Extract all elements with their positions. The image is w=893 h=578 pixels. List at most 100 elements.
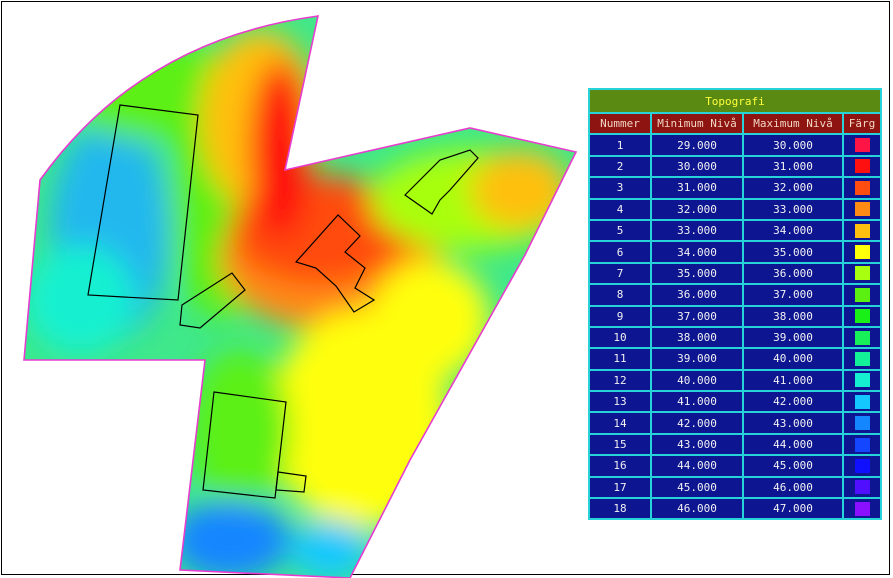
color-swatch [854, 223, 870, 238]
cell-farg [842, 432, 882, 457]
table-row: 10 38.000 39.000 [588, 325, 882, 350]
cell-nummer: 15 [588, 432, 652, 457]
cell-nummer: 10 [588, 325, 652, 350]
cell-min: 36.000 [650, 283, 744, 307]
color-swatch [854, 437, 870, 452]
cell-min: 32.000 [650, 197, 744, 221]
table-row: 11 39.000 40.000 [588, 347, 882, 371]
cell-nummer: 7 [588, 261, 652, 286]
cell-min: 39.000 [650, 347, 744, 371]
cell-nummer: 14 [588, 411, 652, 435]
cell-nummer: 12 [588, 368, 652, 393]
cell-min: 29.000 [650, 133, 744, 157]
table-row: 1 29.000 30.000 [588, 133, 882, 157]
cell-min: 46.000 [650, 497, 744, 521]
cell-min: 33.000 [650, 218, 744, 243]
legend-rows: 1 29.000 30.000 2 30.000 31.000 3 31.000 32.000 4… [588, 133, 882, 521]
cell-min: 45.000 [650, 475, 744, 500]
table-row: 17 45.000 46.000 [588, 475, 882, 500]
cell-nummer: 4 [588, 197, 652, 221]
cell-max: 38.000 [742, 304, 844, 328]
color-swatch [854, 458, 870, 473]
cell-max: 39.000 [742, 325, 844, 350]
topography-legend: Topografi Nummer Minimum Nivå Maximum Ni… [588, 88, 882, 521]
cell-farg [842, 368, 882, 393]
cell-nummer: 17 [588, 475, 652, 500]
table-row: 3 31.000 32.000 [588, 176, 882, 200]
cell-min: 42.000 [650, 411, 744, 435]
cell-min: 38.000 [650, 325, 744, 350]
cell-farg [842, 454, 882, 478]
cell-max: 47.000 [742, 497, 844, 521]
cell-max: 37.000 [742, 283, 844, 307]
cell-max: 44.000 [742, 432, 844, 457]
color-swatch [854, 373, 870, 388]
table-row: 14 42.000 43.000 [588, 411, 882, 435]
table-row: 8 36.000 37.000 [588, 283, 882, 307]
building-northeast [404, 149, 479, 215]
cell-farg [842, 240, 882, 264]
table-row: 7 35.000 36.000 [588, 261, 882, 286]
cell-farg [842, 218, 882, 243]
cell-max: 42.000 [742, 390, 844, 414]
cell-nummer: 6 [588, 240, 652, 264]
building-annex [275, 471, 307, 493]
color-swatch [854, 159, 870, 174]
cell-nummer: 8 [588, 283, 652, 307]
cell-farg [842, 176, 882, 200]
building-main [294, 214, 376, 313]
building-outlines [87, 104, 479, 499]
cell-max: 35.000 [742, 240, 844, 264]
cell-nummer: 13 [588, 390, 652, 414]
cell-farg [842, 411, 882, 435]
color-swatch [854, 266, 870, 281]
cell-max: 32.000 [742, 176, 844, 200]
cell-nummer: 18 [588, 497, 652, 521]
table-row: 4 32.000 33.000 [588, 197, 882, 221]
column-header-max: Maximum Nivå [742, 111, 844, 136]
cell-nummer: 9 [588, 304, 652, 328]
cell-max: 43.000 [742, 411, 844, 435]
table-row: 16 44.000 45.000 [588, 454, 882, 478]
color-swatch [854, 138, 870, 153]
color-swatch [854, 501, 870, 516]
cell-farg [842, 475, 882, 500]
table-row: 15 43.000 44.000 [588, 432, 882, 457]
cell-max: 30.000 [742, 133, 844, 157]
cell-nummer: 3 [588, 176, 652, 200]
cell-max: 41.000 [742, 368, 844, 393]
cell-min: 41.000 [650, 390, 744, 414]
cell-max: 45.000 [742, 454, 844, 478]
table-row: 13 41.000 42.000 [588, 390, 882, 414]
cell-farg [842, 304, 882, 328]
cell-min: 43.000 [650, 432, 744, 457]
color-swatch [854, 245, 870, 260]
cell-min: 44.000 [650, 454, 744, 478]
column-header-farg: Färg [842, 111, 882, 136]
color-swatch [854, 351, 870, 366]
cell-min: 40.000 [650, 368, 744, 393]
table-row: 12 40.000 41.000 [588, 368, 882, 393]
cell-farg [842, 325, 882, 350]
cell-min: 31.000 [650, 176, 744, 200]
color-swatch [854, 394, 870, 409]
cell-farg [842, 390, 882, 414]
legend-title: Topografi [588, 88, 882, 114]
table-row: 18 46.000 47.000 [588, 497, 882, 521]
cell-max: 46.000 [742, 475, 844, 500]
elevation-surface [24, 16, 576, 578]
cell-nummer: 5 [588, 218, 652, 243]
color-swatch [854, 480, 870, 495]
column-header-min: Minimum Nivå [650, 111, 744, 136]
table-row: 9 37.000 38.000 [588, 304, 882, 328]
cell-min: 35.000 [650, 261, 744, 286]
cell-farg [842, 133, 882, 157]
building-center [179, 272, 246, 329]
cell-max: 33.000 [742, 197, 844, 221]
table-row: 6 34.000 35.000 [588, 240, 882, 264]
cell-farg [842, 347, 882, 371]
cell-farg [842, 497, 882, 521]
color-swatch [854, 202, 870, 217]
cell-farg [842, 261, 882, 286]
